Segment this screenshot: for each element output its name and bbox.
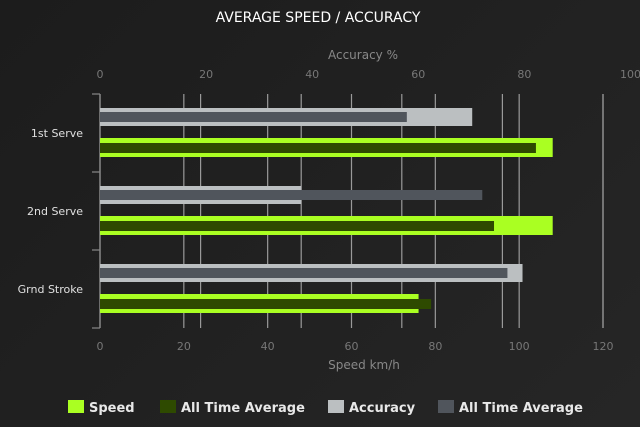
accuracy-average-bar [100,268,508,278]
speed-average-bar [100,221,495,231]
accuracy-tick-label: 40 [305,68,319,81]
accuracy-average-bar [100,190,483,200]
category-label: 2nd Serve [27,205,83,218]
accuracy-average-bar [100,112,407,122]
speed-tick-label: 120 [593,340,614,353]
bottom-axis-label: Speed km/h [328,358,400,372]
speed-tick-label: 40 [261,340,275,353]
legend-swatch [160,400,176,413]
chart-title: AVERAGE SPEED / ACCURACY [216,10,421,26]
legend-swatch [328,400,344,413]
accuracy-tick-label: 60 [411,68,425,81]
top-axis-label: Accuracy % [328,48,398,62]
legend-swatch [438,400,454,413]
accuracy-tick-label: 0 [97,68,104,81]
accuracy-tick-label: 100 [620,68,640,81]
legend-label: All Time Average [459,401,583,416]
legend-label: Accuracy [349,401,416,416]
category-label: 1st Serve [31,127,83,140]
accuracy-tick-label: 20 [199,68,213,81]
speed-tick-label: 60 [345,340,359,353]
speed-tick-label: 20 [177,340,191,353]
speed-tick-label: 100 [509,340,530,353]
legend-label: All Time Average [181,401,305,416]
legend-label: Speed [89,401,135,416]
category-label: Grnd Stroke [18,283,84,296]
legend-swatch [68,400,84,413]
speed-average-bar [100,299,432,309]
speed-tick-label: 80 [428,340,442,353]
accuracy-tick-label: 80 [517,68,531,81]
speed-tick-label: 0 [97,340,104,353]
speed-average-bar [100,143,536,153]
